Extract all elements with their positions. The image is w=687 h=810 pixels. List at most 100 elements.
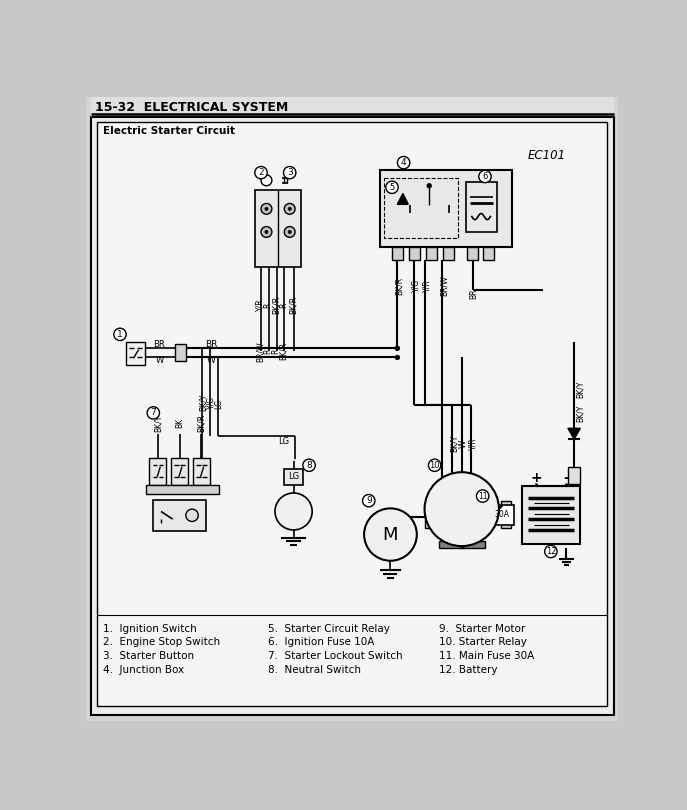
- Bar: [284, 469, 303, 484]
- Text: 11: 11: [478, 492, 487, 501]
- Text: BK/Y: BK/Y: [449, 435, 458, 453]
- Bar: [491, 505, 514, 525]
- Bar: [443, 247, 454, 260]
- Text: 6.  Ignition Fuse 10A: 6. Ignition Fuse 10A: [268, 637, 374, 647]
- Text: 8.  Neutral Switch: 8. Neutral Switch: [268, 665, 361, 675]
- Circle shape: [261, 175, 272, 185]
- Text: LG: LG: [214, 399, 223, 409]
- Bar: [146, 484, 219, 494]
- Circle shape: [284, 203, 295, 214]
- Text: BK/Y: BK/Y: [199, 394, 207, 411]
- Text: BR: BR: [154, 340, 166, 349]
- Text: 6: 6: [482, 172, 488, 181]
- Text: M: M: [383, 526, 398, 544]
- Text: BK/R: BK/R: [279, 343, 288, 360]
- Circle shape: [363, 495, 375, 507]
- Text: 12. Battery: 12. Battery: [438, 665, 497, 675]
- Circle shape: [284, 167, 296, 179]
- Text: W: W: [207, 356, 216, 365]
- Text: BK/R: BK/R: [197, 414, 206, 432]
- Text: 5.  Starter Circuit Relay: 5. Starter Circuit Relay: [268, 624, 390, 633]
- Circle shape: [386, 181, 398, 194]
- Text: BR: BR: [205, 340, 218, 349]
- Text: BR: BR: [470, 288, 479, 299]
- Text: EC101: EC101: [528, 149, 566, 162]
- Circle shape: [288, 207, 291, 211]
- Bar: [501, 501, 511, 512]
- Bar: [568, 467, 581, 484]
- Circle shape: [114, 328, 126, 340]
- Text: +: +: [530, 471, 542, 485]
- Text: R: R: [271, 348, 280, 354]
- Circle shape: [265, 207, 268, 211]
- Text: BK: BK: [175, 418, 184, 428]
- Bar: [255, 190, 302, 266]
- Polygon shape: [397, 194, 408, 204]
- Circle shape: [429, 459, 441, 471]
- Circle shape: [261, 227, 272, 237]
- Circle shape: [288, 230, 291, 233]
- Text: 12: 12: [545, 547, 556, 556]
- Text: 10: 10: [429, 461, 440, 470]
- Bar: [150, 458, 166, 484]
- Text: 5: 5: [390, 183, 394, 192]
- Bar: [409, 247, 420, 260]
- Text: -: -: [563, 471, 570, 485]
- Polygon shape: [568, 428, 581, 439]
- Circle shape: [186, 509, 199, 522]
- Text: BK/Y: BK/Y: [576, 404, 585, 421]
- Bar: [466, 182, 497, 232]
- Bar: [384, 178, 458, 238]
- Text: Y/R: Y/R: [468, 437, 477, 450]
- Text: R: R: [264, 302, 273, 308]
- Bar: [425, 517, 436, 527]
- Text: Y/R: Y/R: [256, 299, 264, 311]
- Text: W: W: [155, 356, 164, 365]
- Circle shape: [477, 490, 489, 502]
- Text: 10. Starter Relay: 10. Starter Relay: [438, 637, 526, 647]
- Text: R: R: [279, 302, 288, 308]
- Text: 3.  Starter Button: 3. Starter Button: [103, 651, 194, 661]
- Text: 9.  Starter Motor: 9. Starter Motor: [438, 624, 525, 633]
- Bar: [467, 247, 478, 260]
- Bar: [501, 517, 511, 527]
- Circle shape: [397, 156, 410, 168]
- Text: 8: 8: [306, 461, 312, 470]
- Text: BK/R: BK/R: [289, 296, 297, 314]
- Text: LG: LG: [288, 472, 299, 481]
- Bar: [175, 343, 186, 360]
- Text: Y/G: Y/G: [206, 395, 215, 409]
- Text: 4.  Junction Box: 4. Junction Box: [103, 665, 184, 675]
- Circle shape: [427, 183, 431, 188]
- Text: 5: 5: [389, 183, 395, 192]
- Circle shape: [395, 355, 400, 360]
- Text: BK/R: BK/R: [271, 296, 280, 314]
- Bar: [153, 500, 206, 531]
- Text: 11. Main Fuse 30A: 11. Main Fuse 30A: [438, 651, 534, 661]
- Text: 9: 9: [366, 497, 372, 505]
- Circle shape: [545, 545, 557, 557]
- Text: 3: 3: [287, 168, 293, 177]
- Text: Y/G: Y/G: [412, 279, 420, 292]
- Bar: [425, 501, 436, 512]
- Circle shape: [261, 203, 272, 214]
- Bar: [91, 97, 613, 117]
- Text: BK/R: BK/R: [394, 277, 403, 295]
- Text: BK/Y: BK/Y: [153, 414, 162, 432]
- Text: 2.  Engine Stop Switch: 2. Engine Stop Switch: [103, 637, 220, 647]
- Circle shape: [255, 167, 267, 179]
- Circle shape: [364, 509, 417, 561]
- Circle shape: [275, 493, 312, 530]
- Bar: [171, 458, 188, 484]
- Bar: [193, 458, 210, 484]
- Circle shape: [147, 407, 159, 419]
- Circle shape: [425, 472, 499, 546]
- Circle shape: [265, 230, 268, 233]
- Text: W: W: [459, 440, 468, 448]
- Text: 1.  Ignition Switch: 1. Ignition Switch: [103, 624, 196, 633]
- Text: R: R: [264, 348, 273, 354]
- Bar: [381, 170, 512, 247]
- Text: 7.  Starter Lockout Switch: 7. Starter Lockout Switch: [268, 651, 403, 661]
- Text: 1: 1: [117, 330, 123, 339]
- Text: BR/W: BR/W: [256, 341, 264, 361]
